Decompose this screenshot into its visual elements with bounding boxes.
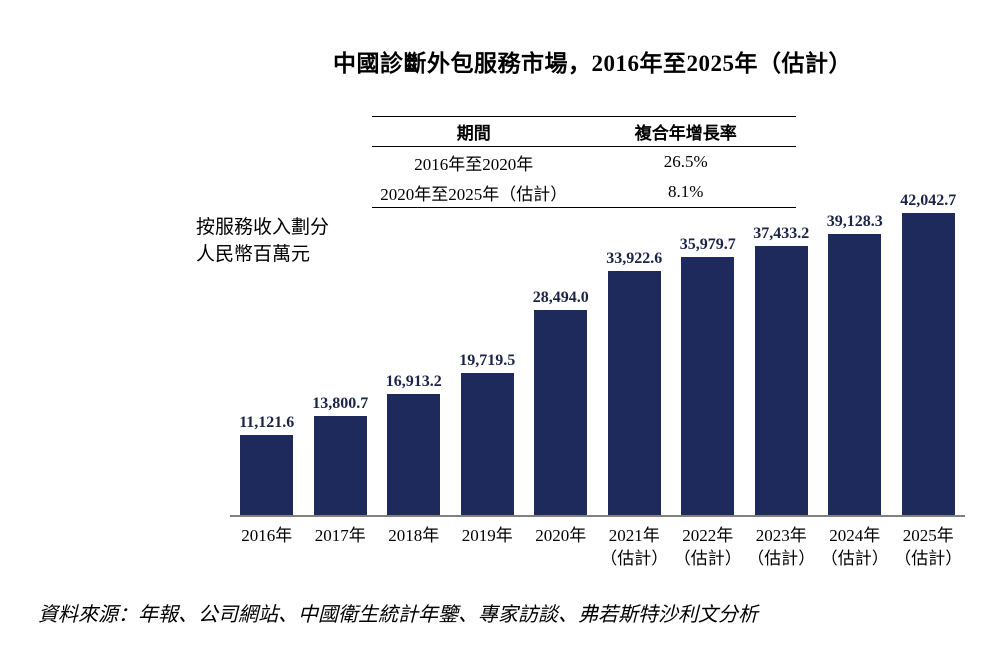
chart-column: 39,128.3 [818, 213, 892, 515]
chart-column: 33,922.6 [598, 250, 672, 515]
bar-value-label: 37,433.2 [753, 225, 810, 242]
bar [240, 435, 294, 515]
x-axis-label: 2017年 [304, 524, 378, 570]
y-axis-label: 按服務收入劃分 人民幣百萬元 [196, 214, 329, 268]
x-axis-label: 2022年 （估計） [671, 524, 745, 570]
bar-value-label: 11,121.6 [239, 414, 295, 431]
chart-column: 35,979.7 [671, 236, 745, 515]
x-axis-labels: 2016年 2017年 2018年 2019年 2020年 2021年 （估計） 2022年 （… [230, 524, 965, 570]
x-axis-label-estimate-note: （估計） [600, 549, 669, 568]
x-axis-label: 2019年 [451, 524, 525, 570]
cagr-header-period: 期間 [456, 124, 491, 143]
bar [534, 310, 588, 515]
cagr-table: 期間 複合年增長率 2016年至2020年 26.5% 2020年至2025年（… [372, 116, 796, 208]
chart-column: 37,433.2 [745, 225, 819, 515]
x-axis-label: 2021年 （估計） [598, 524, 672, 570]
bar-value-label: 13,800.7 [312, 395, 369, 412]
x-axis-label-year: 2023年 [755, 526, 807, 545]
cagr-period-2020-2025: 2020年至2025年（估計） [380, 184, 568, 204]
y-axis-label-line2: 人民幣百萬元 [196, 244, 311, 265]
x-axis-label-estimate-note: （估計） [747, 549, 816, 568]
cagr-rate-2020-2025: 8.1% [668, 182, 704, 201]
cagr-header-rate: 複合年增長率 [634, 124, 737, 143]
chart-title: 中國診斷外包服務市場，2016年至2025年（估計） [333, 51, 852, 76]
bar-value-label: 42,042.7 [900, 192, 957, 209]
x-axis-label: 2018年 [377, 524, 451, 570]
x-axis-label-year: 2022年 [682, 526, 734, 545]
bar-value-label: 19,719.5 [459, 352, 516, 369]
chart-column: 19,719.5 [451, 352, 525, 515]
bar-value-label: 28,494.0 [532, 289, 589, 306]
bar [607, 271, 661, 515]
bar-value-label: 35,979.7 [679, 236, 736, 253]
bar [460, 373, 514, 515]
x-axis-label-estimate-note: （估計） [894, 549, 963, 568]
cagr-table-header-row: 期間 複合年增長率 [372, 117, 796, 147]
x-axis-label-year: 2019年 [461, 526, 513, 545]
x-axis-label-year: 2017年 [314, 526, 366, 545]
cagr-table-row: 2016年至2020年 26.5% [372, 147, 796, 177]
x-axis-label-year: 2021年 [608, 526, 660, 545]
bar [313, 416, 367, 515]
x-axis-label: 2020年 [524, 524, 598, 570]
bar-value-label: 39,128.3 [826, 213, 883, 230]
chart-column: 16,913.2 [377, 373, 451, 515]
x-axis-label-year: 2025年 [902, 526, 954, 545]
bar [681, 257, 735, 515]
x-axis-label: 2023年 （估計） [745, 524, 819, 570]
x-axis-label-year: 2024年 [829, 526, 881, 545]
x-axis-label-estimate-note: （估計） [673, 549, 742, 568]
chart-column: 11,121.6 [230, 414, 304, 515]
chart-column: 42,042.7 [892, 192, 966, 515]
bar [828, 234, 882, 515]
x-axis-label: 2024年 （估計） [818, 524, 892, 570]
bar [754, 246, 808, 515]
x-axis-label: 2016年 [230, 524, 304, 570]
chart-column: 13,800.7 [304, 395, 378, 515]
cagr-period-2016-2020: 2016年至2020年 [414, 154, 534, 174]
x-axis-label-year: 2018年 [388, 526, 440, 545]
bar-value-label: 33,922.6 [606, 250, 663, 267]
cagr-table-row: 2020年至2025年（估計） 8.1% [372, 177, 796, 207]
chart-column: 28,494.0 [524, 289, 598, 515]
x-axis-label-estimate-note: （估計） [820, 549, 889, 568]
bar [387, 394, 441, 515]
x-axis-label-year: 2016年 [241, 526, 293, 545]
bar-value-label: 16,913.2 [385, 373, 442, 390]
bar-chart: 11,121.6 13,800.7 16,913.2 19,719.5 28,494.0… [230, 190, 965, 517]
source-note: 資料來源：年報、公司網站、中國衛生統計年鑒、專家訪談、弗若斯特沙利文分析 [38, 604, 758, 626]
cagr-rate-2016-2020: 26.5% [663, 152, 708, 171]
x-axis-label: 2025年 （估計） [892, 524, 966, 570]
bar [901, 213, 955, 515]
x-axis-label-year: 2020年 [535, 526, 587, 545]
y-axis-label-line1: 按服務收入劃分 [196, 217, 330, 238]
